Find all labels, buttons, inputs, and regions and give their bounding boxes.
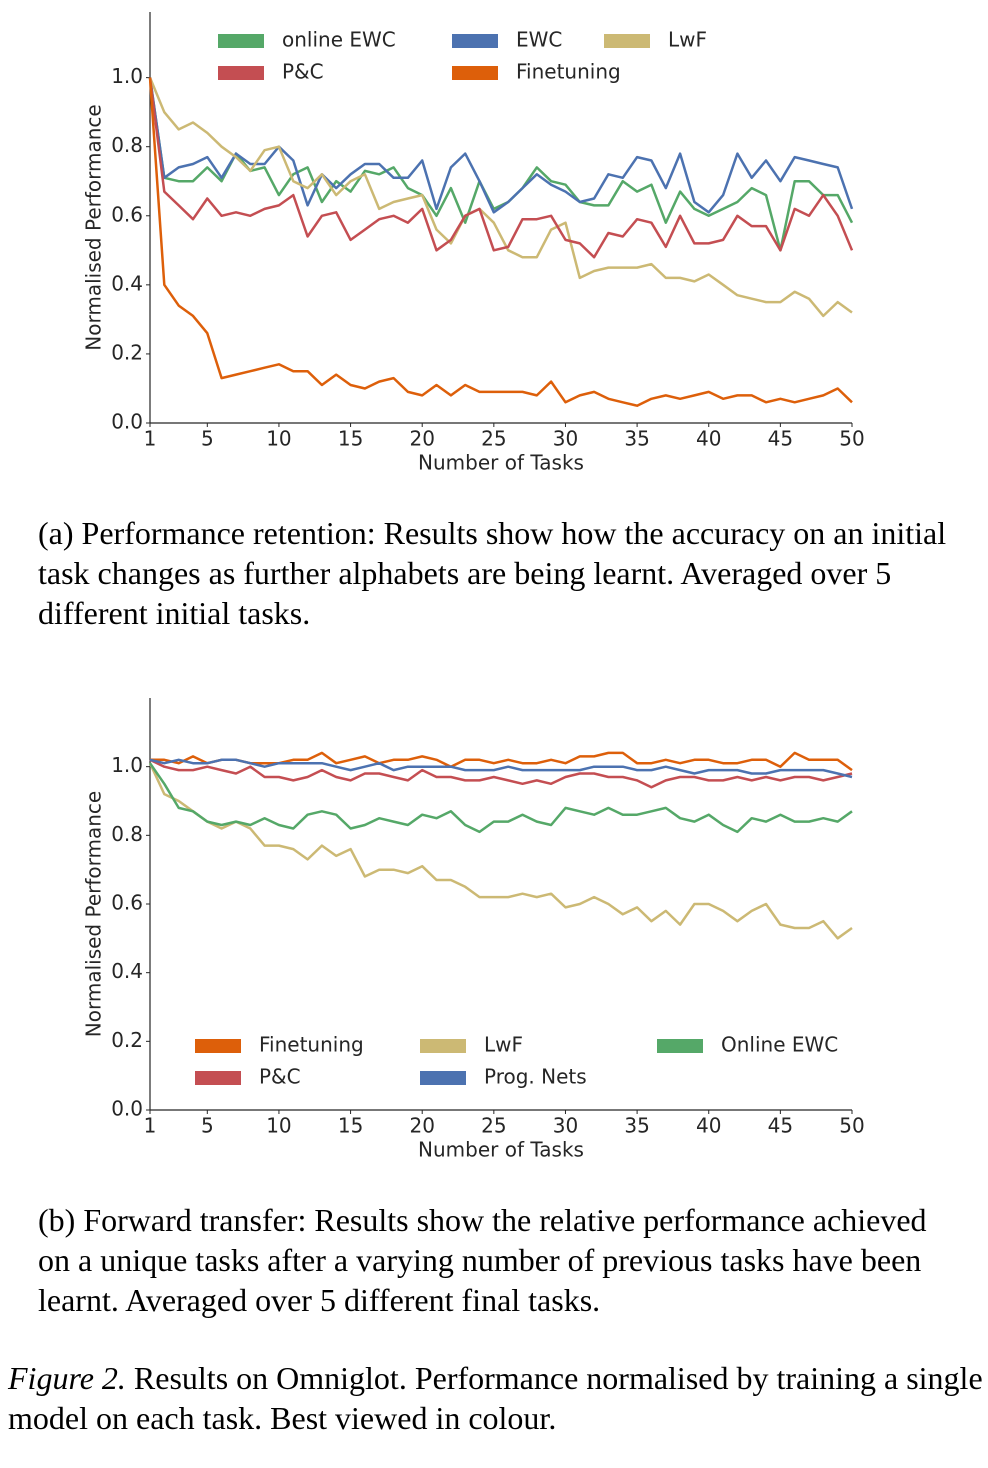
series-line — [148, 77, 854, 259]
x-tick-label: 15 — [338, 427, 363, 451]
legend-label: Finetuning — [516, 60, 621, 84]
x-tick-label: 50 — [839, 1114, 864, 1138]
series-line — [148, 77, 854, 214]
legend-swatch — [420, 1071, 466, 1085]
legend-swatch — [218, 34, 264, 48]
x-tick-label: 35 — [624, 427, 649, 451]
y-tick-label: 0.2 — [111, 1028, 143, 1052]
series-line — [149, 758, 853, 789]
x-tick-label: 35 — [624, 1114, 649, 1138]
x-tick-label: 10 — [266, 427, 291, 451]
x-tick-label: 5 — [201, 1114, 214, 1138]
legend-label: LwF — [484, 1033, 523, 1057]
x-tick-label: 30 — [553, 1114, 578, 1138]
caption-b: (b) Forward transfer: Results show the r… — [38, 1202, 927, 1318]
legend-label: LwF — [668, 28, 707, 52]
x-tick-label: 45 — [768, 427, 793, 451]
series-line — [150, 751, 853, 772]
x-tick-label: 50 — [839, 427, 864, 451]
figure-label: Figure 2. — [8, 1360, 126, 1396]
series-line — [148, 77, 853, 407]
legend-label: Prog. Nets — [484, 1065, 587, 1089]
x-axis-label: Number of Tasks — [418, 1138, 584, 1162]
x-tick-label: 20 — [409, 427, 434, 451]
y-tick-label: 0.2 — [111, 340, 143, 364]
legend-swatch — [657, 1039, 703, 1053]
y-tick-label: 0.4 — [111, 271, 143, 295]
y-axis-label: Normalised Performance — [82, 104, 106, 350]
x-tick-label: 40 — [696, 1114, 721, 1138]
x-tick-label: 1 — [144, 427, 157, 451]
y-tick-label: 1.0 — [111, 64, 143, 88]
legend-label: EWC — [516, 28, 562, 52]
legend-label: Finetuning — [259, 1033, 364, 1057]
x-axis-label: Number of Tasks — [418, 451, 584, 475]
y-tick-label: 0.6 — [111, 202, 143, 226]
x-tick-label: 20 — [409, 1114, 434, 1138]
legend-swatch — [452, 66, 498, 80]
y-tick-label: 1.0 — [111, 753, 143, 777]
legend-label: P&C — [282, 60, 324, 84]
legend-swatch — [195, 1071, 241, 1085]
x-tick-label: 25 — [481, 1114, 506, 1138]
y-tick-label: 0.6 — [111, 891, 143, 915]
x-tick-label: 25 — [481, 427, 506, 451]
series-line — [148, 762, 853, 834]
series-line — [149, 758, 853, 779]
y-tick-label: 0.4 — [111, 959, 143, 983]
x-tick-label: 10 — [266, 1114, 291, 1138]
series-line — [148, 77, 853, 318]
y-tick-label: 0.0 — [111, 1097, 143, 1121]
legend-swatch — [420, 1039, 466, 1053]
legend-swatch — [195, 1039, 241, 1053]
series-line — [148, 77, 854, 252]
x-tick-label: 1 — [144, 1114, 157, 1138]
legend-label: P&C — [259, 1065, 301, 1089]
y-tick-label: 0.8 — [111, 822, 143, 846]
x-tick-label: 5 — [201, 427, 214, 451]
chart-a: 0.00.20.40.60.81.01 5 10 15 20 25 30 35 40 45 50Nu… — [82, 12, 865, 475]
y-tick-label: 0.8 — [111, 133, 143, 157]
x-tick-label: 40 — [696, 427, 721, 451]
figure-text: Results on Omniglot. Performance normali… — [8, 1360, 983, 1436]
chart-b: 0.00.20.40.60.81.01 5 10 15 20 25 30 35 40 45 50Nu… — [82, 698, 865, 1162]
legend-swatch — [452, 34, 498, 48]
legend-swatch — [218, 66, 264, 80]
caption-a: (a) Performance retention: Results show … — [38, 515, 947, 631]
legend-swatch — [604, 34, 650, 48]
y-axis-label: Normalised Performance — [82, 791, 106, 1037]
x-tick-label: 15 — [338, 1114, 363, 1138]
legend-label: online EWC — [282, 28, 396, 52]
legend-label: Online EWC — [721, 1033, 838, 1057]
series-line — [148, 762, 853, 940]
x-tick-label: 30 — [553, 427, 578, 451]
y-tick-label: 0.0 — [111, 410, 143, 434]
figure-caption: Figure 2. Results on Omniglot. Performan… — [8, 1358, 983, 1438]
x-tick-label: 45 — [768, 1114, 793, 1138]
